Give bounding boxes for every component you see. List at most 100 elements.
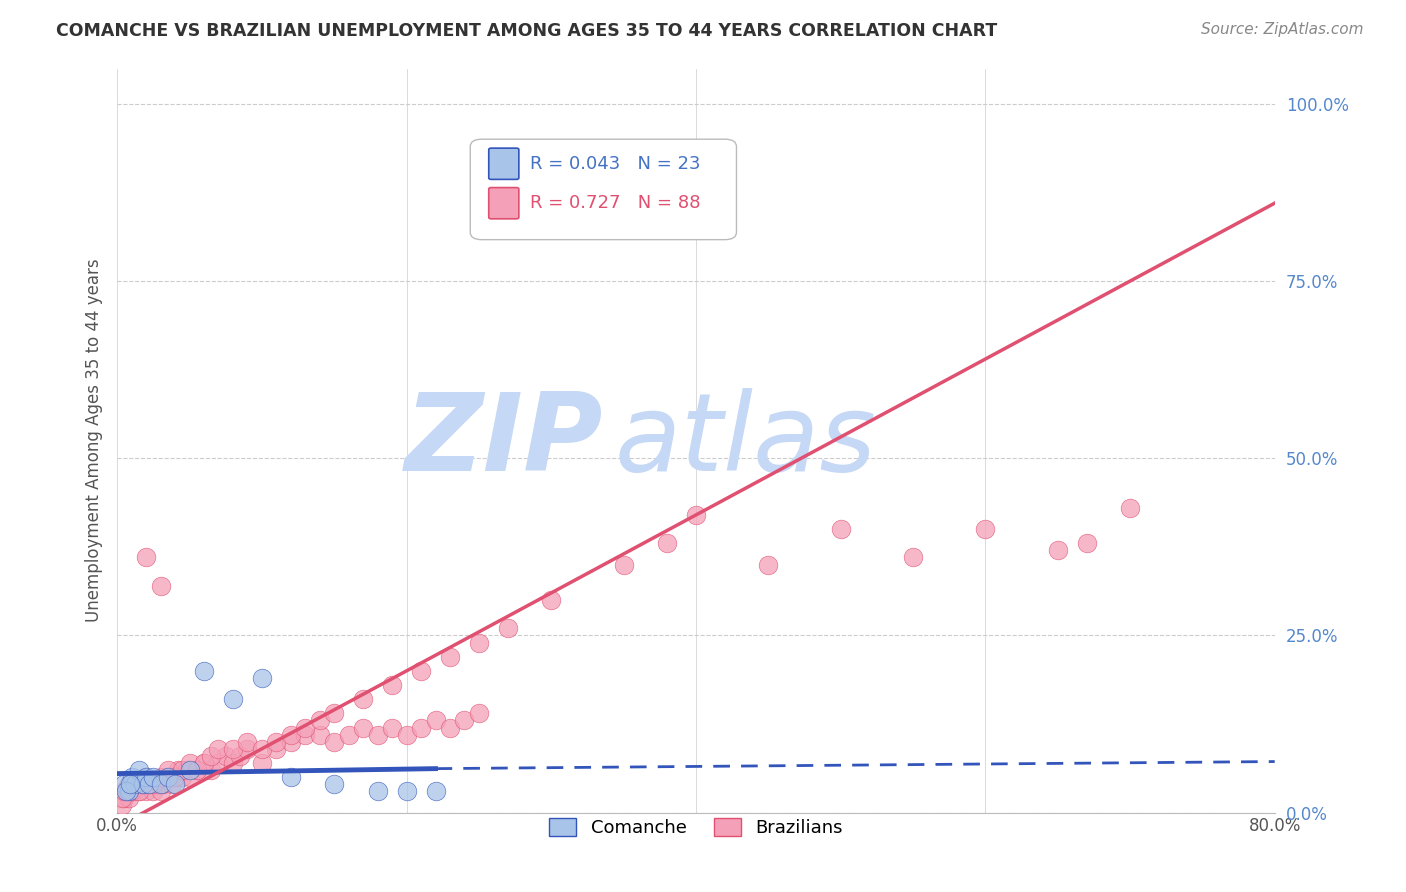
Point [367,784,389,798]
Point [172,763,194,777]
Point [128,763,150,777]
Point [323,777,346,791]
Point [138,777,160,791]
Text: R = 0.727   N = 88: R = 0.727 N = 88 [530,194,702,212]
Point [685,508,707,522]
Point [200,748,222,763]
Point [118,791,141,805]
Point [468,635,491,649]
Point [540,593,562,607]
Point [179,763,201,777]
Point [112,791,135,805]
Point [167,763,190,777]
Point [901,550,924,565]
Point [439,721,461,735]
Point [112,784,135,798]
FancyBboxPatch shape [489,148,519,179]
Point [830,522,852,536]
Point [352,721,374,735]
Point [1076,536,1098,550]
Point [352,692,374,706]
Y-axis label: Unemployment Among Ages 35 to 44 years: Unemployment Among Ages 35 to 44 years [86,259,103,623]
Point [128,784,150,798]
Point [974,522,997,536]
Point [149,579,172,593]
Point [280,728,302,742]
Point [149,770,172,784]
Point [409,721,432,735]
Point [120,777,142,791]
Point [409,664,432,678]
Point [142,770,165,784]
Point [266,741,288,756]
FancyBboxPatch shape [470,139,737,240]
Text: COMANCHE VS BRAZILIAN UNEMPLOYMENT AMONG AGES 35 TO 44 YEARS CORRELATION CHART: COMANCHE VS BRAZILIAN UNEMPLOYMENT AMONG… [56,22,997,40]
Point [229,748,252,763]
Point [156,763,179,777]
Point [118,777,141,791]
Point [395,784,418,798]
Point [236,741,259,756]
Point [222,756,245,770]
Point [613,558,636,572]
Point [146,777,169,791]
Point [115,784,138,798]
Point [193,756,215,770]
Point [138,777,160,791]
Point [222,692,245,706]
Text: ZIP: ZIP [405,387,603,493]
Point [250,741,273,756]
Point [179,770,201,784]
Point [124,777,146,791]
Point [152,777,174,791]
Point [323,735,346,749]
Point [186,763,208,777]
Point [165,770,187,784]
Point [172,770,194,784]
Point [128,784,150,798]
Point [149,784,172,798]
Point [236,735,259,749]
Point [381,721,404,735]
Point [135,770,157,784]
Point [142,777,165,791]
Legend: Comanche, Brazilians: Comanche, Brazilians [541,811,851,845]
Point [207,756,229,770]
Text: R = 0.043   N = 23: R = 0.043 N = 23 [530,154,702,173]
Point [250,671,273,685]
Point [110,798,132,813]
Point [156,770,179,784]
Point [655,536,678,550]
Text: atlas: atlas [614,388,877,493]
Point [135,770,157,784]
Point [112,777,135,791]
Point [468,706,491,721]
Point [135,550,157,565]
Point [200,763,222,777]
Point [124,777,146,791]
Point [496,621,519,635]
Point [381,678,404,692]
Point [124,777,146,791]
Point [193,756,215,770]
Point [222,741,245,756]
Point [280,735,302,749]
Point [453,714,475,728]
Point [367,728,389,742]
Point [118,784,141,798]
Point [142,784,165,798]
Point [439,649,461,664]
Point [266,735,288,749]
Point [186,763,208,777]
Point [425,784,447,798]
Point [215,748,238,763]
Point [132,777,155,791]
Point [149,777,172,791]
Point [308,714,330,728]
Point [294,721,316,735]
Point [323,706,346,721]
Point [176,763,198,777]
Point [425,714,447,728]
Point [1046,543,1069,558]
Point [193,664,215,678]
